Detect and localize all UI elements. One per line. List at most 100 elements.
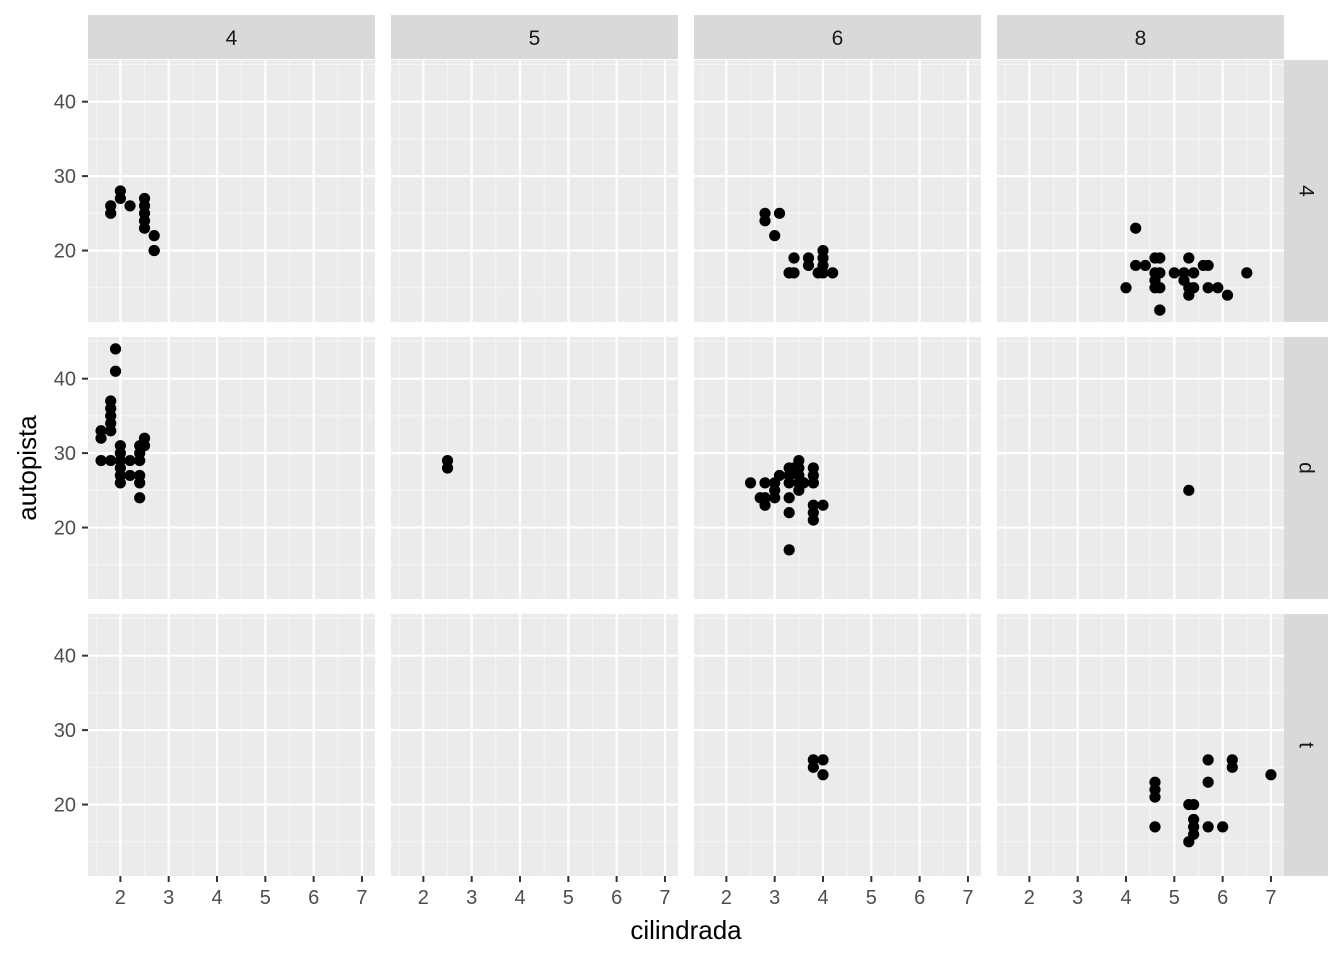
strip-right-label: 4 (1295, 185, 1318, 197)
panel-8-t (997, 614, 1284, 876)
data-point (817, 499, 829, 511)
data-point (759, 215, 771, 227)
x-tick-label: 3 (769, 887, 780, 909)
strip-top-label: 8 (1135, 27, 1147, 50)
data-point (1154, 252, 1166, 264)
panel-background (694, 337, 981, 599)
data-point (769, 230, 781, 242)
x-tick-label: 6 (1217, 887, 1228, 909)
data-point (124, 469, 136, 482)
panel-8-4 (997, 60, 1284, 322)
data-point (134, 477, 146, 489)
data-point (148, 230, 160, 242)
data-point (798, 477, 810, 489)
strip-top-background (997, 15, 1284, 59)
data-point (1202, 754, 1214, 766)
panel-background (88, 614, 375, 876)
data-point (1183, 289, 1195, 301)
strip-top-background (694, 15, 981, 59)
y-tick-label: 30 (54, 166, 76, 188)
data-point (802, 259, 815, 272)
x-tick-label: 5 (563, 887, 574, 909)
data-point (1149, 821, 1161, 833)
data-point (1221, 289, 1234, 301)
data-point (773, 207, 786, 219)
strip-top-background (391, 15, 678, 59)
data-point (124, 454, 136, 467)
data-point (783, 492, 795, 504)
data-point (1202, 282, 1214, 294)
y-tick-label: 20 (54, 795, 76, 817)
data-point (138, 440, 151, 452)
data-point (138, 222, 151, 234)
x-tick-label: 7 (659, 887, 670, 909)
data-point (1139, 259, 1151, 272)
data-point (148, 244, 160, 257)
data-point (817, 754, 829, 766)
data-point (744, 477, 757, 489)
panel-background (88, 60, 375, 322)
strip-right-background (1284, 337, 1328, 599)
y-axis-title: autopista (12, 415, 42, 521)
strip-right-label: t (1295, 742, 1318, 748)
strip-top-label: 5 (529, 27, 541, 50)
panel-background (88, 337, 375, 599)
strip-right-background (1284, 60, 1328, 322)
data-point (1183, 252, 1195, 264)
data-point (807, 761, 819, 773)
data-point (95, 454, 107, 467)
data-point (134, 454, 146, 467)
data-point (1183, 484, 1195, 496)
x-tick-label: 2 (115, 887, 126, 909)
data-point (788, 252, 800, 264)
data-point (827, 267, 839, 279)
data-point (1154, 267, 1166, 279)
panel-background (997, 60, 1284, 322)
data-point (1188, 828, 1200, 840)
x-tick-label: 4 (1120, 887, 1131, 909)
x-tick-label: 7 (962, 887, 973, 909)
panel-6-4 (694, 60, 981, 322)
data-point (1149, 791, 1161, 803)
data-point (1265, 769, 1277, 781)
x-tick-label: 3 (1072, 887, 1083, 909)
data-point (1120, 282, 1132, 294)
data-point (1154, 282, 1166, 294)
data-point (807, 514, 819, 526)
x-tick-label: 6 (611, 887, 622, 909)
x-tick-label: 2 (1024, 887, 1035, 909)
panel-background (997, 614, 1284, 876)
data-point (114, 192, 126, 205)
data-point (1202, 259, 1214, 272)
x-tick-label: 5 (1169, 887, 1180, 909)
data-point (759, 477, 771, 489)
x-tick-label: 5 (866, 887, 877, 909)
x-tick-label: 5 (260, 887, 271, 909)
panel-5-t (391, 614, 678, 876)
data-point (1154, 304, 1166, 316)
panel-8-d (997, 337, 1284, 599)
data-point (1241, 267, 1253, 279)
x-tick-label: 4 (817, 887, 828, 909)
data-point (769, 492, 781, 504)
y-tick-label: 40 (54, 646, 76, 668)
data-point (1202, 776, 1214, 788)
y-tick-label: 20 (54, 241, 76, 263)
data-point (134, 492, 146, 504)
data-point (441, 462, 454, 474)
strip-right-label: d (1295, 462, 1318, 474)
data-point (817, 267, 829, 279)
data-point (1226, 761, 1238, 773)
panel-background (997, 337, 1284, 599)
data-point (1168, 267, 1180, 279)
strip-top-label: 6 (832, 27, 844, 50)
x-tick-label: 4 (514, 887, 525, 909)
x-tick-label: 3 (163, 887, 174, 909)
data-point (788, 267, 800, 279)
x-tick-label: 4 (211, 887, 222, 909)
panel-5-d (391, 337, 678, 599)
panel-5-4 (391, 60, 678, 322)
data-point (783, 507, 795, 519)
x-tick-label: 7 (1265, 887, 1276, 909)
panel-6-d (694, 337, 981, 599)
